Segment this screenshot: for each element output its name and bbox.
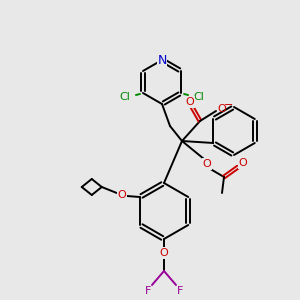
- Text: Cl: Cl: [119, 92, 130, 102]
- Text: O: O: [117, 190, 126, 200]
- Text: O: O: [238, 158, 247, 168]
- Text: O: O: [202, 159, 211, 169]
- Text: N: N: [157, 53, 167, 67]
- Text: O: O: [186, 97, 194, 107]
- Text: Cl: Cl: [194, 92, 205, 102]
- Text: O: O: [160, 248, 168, 258]
- Text: F: F: [145, 286, 151, 296]
- Text: −: −: [224, 100, 234, 110]
- Text: F: F: [177, 286, 183, 296]
- Text: O: O: [218, 104, 226, 114]
